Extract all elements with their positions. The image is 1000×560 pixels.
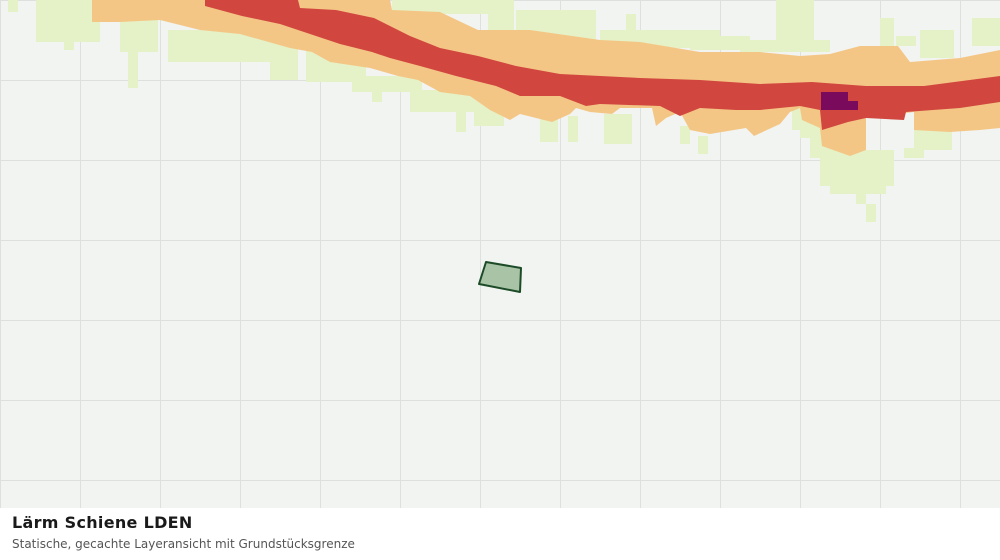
map-subtitle: Statische, gecachte Layeransicht mit Gru…: [12, 537, 355, 551]
noise-zone-high: [205, 0, 1000, 130]
map: [0, 0, 1000, 508]
noise-zone-very-high: [821, 92, 858, 110]
parcel-boundary: [478, 261, 522, 293]
map-title: Lärm Schiene LDEN: [12, 513, 193, 532]
